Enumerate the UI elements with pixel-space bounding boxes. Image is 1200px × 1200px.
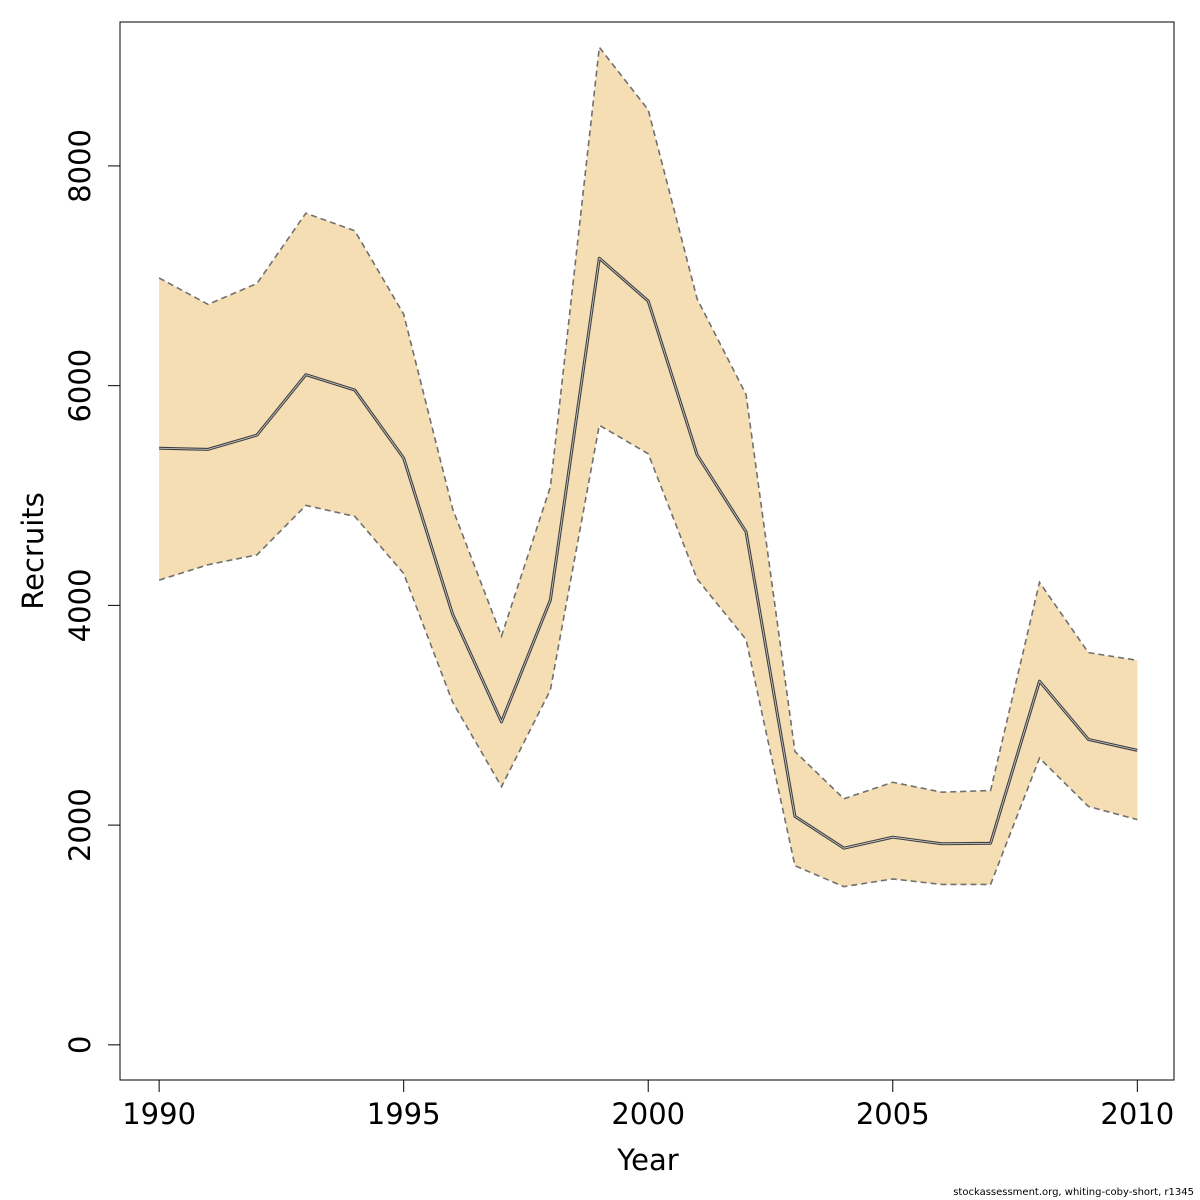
bounds-layer [158,45,1138,888]
y-tick-label: 0 [63,1036,97,1054]
estimate-line-highlight [159,257,1138,849]
y-tick-label: 8000 [63,129,97,203]
x-tick-label: 2000 [611,1097,685,1131]
confidence-band-layer [159,47,1138,887]
x-axis: 1990 1995 2000 2005 2010 [122,1079,1174,1131]
x-tick-label: 1990 [122,1097,196,1131]
source-footnote: stockassessment.org, whiting-coby-short,… [953,1187,1194,1198]
y-tick-label: 6000 [63,349,97,423]
y-tick-label: 4000 [63,568,97,642]
confidence-band [159,47,1138,887]
x-tick-label: 2005 [856,1097,930,1131]
lower-bound-line [158,423,1138,888]
x-tick-label: 2010 [1100,1097,1174,1131]
y-axis-label: Recruits [16,492,50,609]
x-axis-label: Year [616,1143,678,1177]
y-tick-label: 2000 [63,788,97,862]
y-axis: 0 2000 4000 6000 8000 [63,129,121,1054]
upper-bound-line [158,45,1138,800]
x-tick-label: 1995 [367,1097,441,1131]
estimate-line-layer [159,256,1138,850]
